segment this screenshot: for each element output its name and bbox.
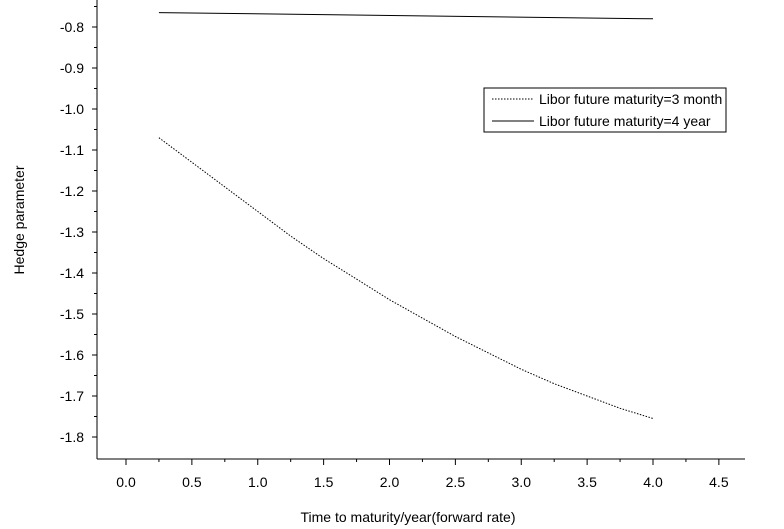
x-tick-label: 2.0 — [380, 474, 400, 490]
x-tick-label: 4.0 — [643, 474, 663, 490]
series-layer — [158, 12, 654, 419]
y-tick-label: -0.9 — [60, 60, 84, 76]
x-tick-label: 1.5 — [314, 474, 334, 490]
x-tick-label: 3.5 — [577, 474, 597, 490]
y-axis-tick-labels: -0.8 -0.9 -1.0 -1.1 -1.2 -1.3 -1.4 -1.5 -1.6 -1.7… — [60, 19, 84, 445]
x-tick-label: 0.5 — [182, 474, 202, 490]
legend-label-4-year: Libor future maturity=4 year — [539, 113, 711, 129]
legend: Libor future maturity=3 month Libor futu… — [483, 87, 727, 133]
y-tick-label: -1.4 — [60, 265, 84, 281]
y-tick-label: -1.8 — [60, 429, 84, 445]
y-tick-label: -1.2 — [60, 183, 84, 199]
x-tick-label: 0.0 — [116, 474, 136, 490]
legend-box — [483, 87, 727, 133]
series-line-0 — [158, 137, 654, 419]
y-axis-ticks — [92, 6, 97, 438]
legend-label-3-month: Libor future maturity=3 month — [539, 91, 722, 107]
y-tick-label: -1.5 — [60, 306, 84, 322]
series-line-1 — [158, 12, 654, 20]
x-axis-tick-labels: 0.0 0.5 1.0 1.5 2.0 2.5 3.0 3.5 4.0 4.5 — [116, 474, 729, 490]
x-axis-ticks — [125, 459, 720, 465]
x-axis-title: Time to maturity/year(forward rate) — [301, 509, 516, 525]
y-tick-label: -0.8 — [60, 19, 84, 35]
y-tick-label: -1.3 — [60, 224, 84, 240]
y-tick-label: -1.7 — [60, 388, 84, 404]
y-tick-label: -1.0 — [60, 101, 84, 117]
x-tick-label: 4.5 — [709, 474, 729, 490]
x-tick-label: 1.0 — [248, 474, 268, 490]
y-tick-label: -1.1 — [60, 142, 84, 158]
y-axis-title: Hedge parameter — [11, 165, 27, 274]
x-tick-label: 2.5 — [446, 474, 466, 490]
x-tick-label: 3.0 — [512, 474, 532, 490]
y-tick-label: -1.6 — [60, 347, 84, 363]
